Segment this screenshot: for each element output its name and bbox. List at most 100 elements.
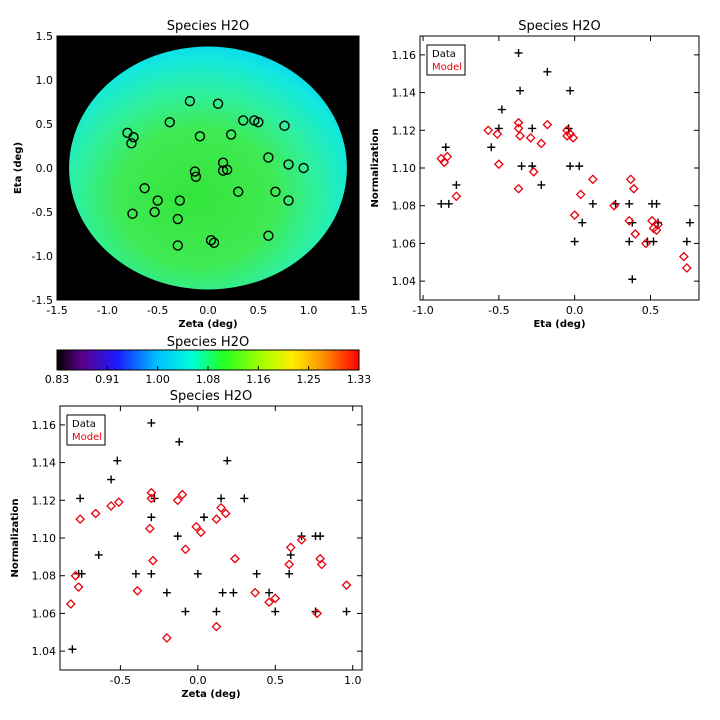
data-point-marker xyxy=(252,569,261,578)
data-point-marker xyxy=(578,218,587,227)
model-point-marker xyxy=(211,621,222,632)
map-point-circle xyxy=(189,166,201,177)
model-point-marker xyxy=(568,132,579,143)
x-axis-label: Eta (deg) xyxy=(533,319,585,330)
model-point-marker xyxy=(75,514,86,525)
data-point-marker xyxy=(218,588,227,597)
data-point-marker xyxy=(575,162,584,171)
y-tick-label: 0.0 xyxy=(36,162,54,175)
x-tick-label: 0.5 xyxy=(642,304,660,317)
data-point-marker xyxy=(223,456,232,465)
y-tick-label: 1.10 xyxy=(32,532,57,545)
map-point-circle xyxy=(270,186,281,197)
model-point-marker xyxy=(113,497,124,508)
map-point-circle xyxy=(184,95,196,107)
data-point-marker xyxy=(175,437,184,446)
data-point-marker xyxy=(147,513,156,522)
data-point-marker xyxy=(514,48,523,57)
zeta-scatter-panel: Species H2O -0.5 0.0 0.5 1.0 1.04 1.06 1.08 1.10… xyxy=(10,389,363,700)
map-point-circle xyxy=(149,206,160,218)
y-tick-label: 1.06 xyxy=(392,237,417,250)
model-point-marker xyxy=(513,183,524,194)
data-point-marker xyxy=(217,494,226,503)
model-point-marker xyxy=(624,215,635,226)
species-map-panel: Species H2O -1.5 -1.0 -0.5 0.0 0.5 1.0 1.5 -1.5 -… xyxy=(13,19,368,330)
data-point-marker xyxy=(147,569,156,578)
map-point-circle xyxy=(172,213,184,225)
model-point-marker xyxy=(569,210,580,221)
data-point-marker xyxy=(625,199,634,208)
x-tick-label: -1.0 xyxy=(412,304,433,317)
data-point-marker xyxy=(516,86,525,95)
model-point-marker xyxy=(681,263,692,273)
legend-entry-model: Model xyxy=(432,62,462,73)
model-point-marker xyxy=(172,495,183,506)
model-point-marker xyxy=(536,138,547,149)
legend-box xyxy=(426,44,466,76)
map-point-circle xyxy=(298,162,309,174)
y-tick-label: 1.14 xyxy=(32,457,57,470)
model-point-marker xyxy=(90,508,101,519)
eta-scatter-panel: Species H2O -1.0 -0.5 0.0 0.5 1.04 1.06 1.08 1.1… xyxy=(370,19,700,330)
data-point-marker xyxy=(566,162,575,171)
model-point-marker xyxy=(284,559,295,570)
data-point-marker xyxy=(212,607,221,616)
model-point-marker xyxy=(609,200,620,211)
data-point-marker xyxy=(652,199,661,208)
data-point-marker xyxy=(685,218,694,227)
model-point-marker xyxy=(180,544,191,555)
data-point-marker xyxy=(566,86,575,95)
x-axis-label: Zeta (deg) xyxy=(181,689,240,700)
plot-title: Species H2O xyxy=(170,389,252,404)
map-point-circle xyxy=(128,131,139,143)
colorbar-tick-label: 1.00 xyxy=(145,373,170,386)
map-point-circle xyxy=(174,195,186,206)
data-point-marker xyxy=(316,532,325,541)
model-point-marker xyxy=(528,166,539,177)
model-point-marker xyxy=(625,174,636,185)
plot-frame xyxy=(419,35,700,301)
data-point-marker xyxy=(162,588,171,597)
y-tick-label: 1.16 xyxy=(32,419,57,432)
colorbar-title: Species H2O xyxy=(167,335,249,350)
map-point-circle xyxy=(164,117,175,128)
model-point-marker xyxy=(587,174,598,185)
data-point-marker xyxy=(682,237,691,246)
model-point-marker xyxy=(144,523,155,534)
colorbar-tick-label: 0.91 xyxy=(95,373,120,386)
model-point-marker xyxy=(132,585,143,596)
legend-entry-data: Data xyxy=(72,419,96,430)
data-point-marker xyxy=(229,588,238,597)
data-point-marker xyxy=(113,456,122,465)
map-point-circle xyxy=(208,237,220,249)
data-point-marker xyxy=(68,645,77,654)
model-point-marker xyxy=(442,151,453,162)
x-tick-label: -1.5 xyxy=(46,304,67,317)
map-point-circle xyxy=(205,234,217,246)
y-axis-label: Eta (deg) xyxy=(13,142,24,194)
map-point-circle xyxy=(126,138,137,149)
model-point-marker xyxy=(513,117,524,128)
model-point-marker xyxy=(316,559,327,570)
y-tick-label: 1.08 xyxy=(392,200,417,213)
model-point-marker xyxy=(146,487,157,498)
model-point-marker xyxy=(65,599,76,609)
data-point-marker xyxy=(588,199,597,208)
map-point-circle xyxy=(225,129,237,140)
map-point-circle xyxy=(221,164,233,175)
map-field-disk xyxy=(69,46,347,290)
map-point-circle xyxy=(139,183,150,194)
y-tick-label: 1.12 xyxy=(32,494,57,507)
map-point-circle xyxy=(127,208,138,219)
x-tick-label: -0.5 xyxy=(147,304,168,317)
y-axis-label: Normalization xyxy=(10,499,21,578)
x-tick-label: 0.5 xyxy=(267,674,285,687)
data-point-marker xyxy=(271,607,280,616)
model-point-marker xyxy=(196,527,206,538)
model-point-marker xyxy=(641,238,651,249)
model-point-marker xyxy=(216,502,226,513)
y-axis-label: Normalization xyxy=(370,129,381,208)
data-point-marker xyxy=(452,180,461,189)
model-point-marker xyxy=(312,608,323,619)
